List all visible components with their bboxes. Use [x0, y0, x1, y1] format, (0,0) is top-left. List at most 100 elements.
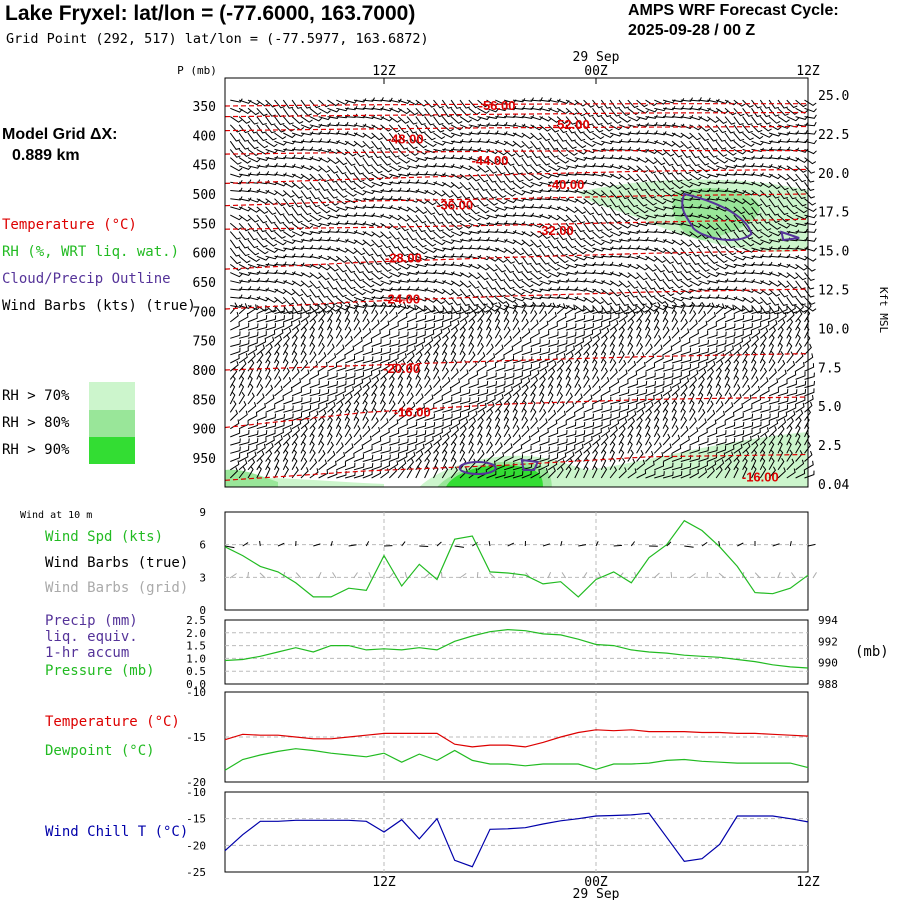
wind-barb — [362, 97, 375, 102]
cloud-outlines — [458, 192, 800, 475]
wind-barb — [671, 416, 678, 429]
wind-barb — [777, 342, 783, 356]
wind-barb — [371, 302, 384, 307]
wind-barb — [327, 228, 340, 233]
wind-barb — [751, 428, 761, 438]
wind-barb — [715, 247, 727, 257]
wind-barb — [389, 438, 400, 446]
wind-barb — [256, 351, 264, 364]
wind-barb — [556, 214, 569, 222]
wind-barb — [503, 433, 512, 446]
wind-barb — [724, 421, 736, 430]
wind-barb — [247, 359, 255, 372]
wind-barb — [265, 269, 278, 275]
wind-barb — [653, 173, 665, 183]
wind-barb — [618, 297, 629, 306]
wind-barb — [291, 231, 305, 237]
wind-barb — [574, 450, 583, 462]
wind-barb — [494, 344, 504, 356]
wind-barb — [371, 140, 382, 150]
wind-barb — [601, 280, 614, 286]
wind-barb — [318, 409, 327, 421]
wind-barb — [786, 458, 795, 471]
wind-barb-10m-grid — [259, 572, 266, 579]
wind-barb — [654, 121, 667, 127]
wind-barb — [477, 206, 490, 214]
wind-barb — [318, 389, 330, 397]
wind-barb — [548, 446, 559, 454]
wind-barb — [565, 392, 573, 405]
wind-barb — [282, 296, 295, 306]
wind-barb — [327, 130, 340, 135]
wind-barb — [353, 463, 365, 471]
wind-barb — [318, 157, 331, 163]
wind-barb — [609, 306, 621, 315]
date-label-bottom: 29 Sep — [573, 887, 620, 900]
wind-barb — [786, 214, 799, 221]
wind-barb — [397, 392, 405, 405]
model-grid-value: 0.889 km — [12, 147, 80, 164]
wind-barb — [256, 323, 268, 331]
wind-barb — [318, 173, 330, 183]
wind-barb — [327, 343, 335, 356]
wind-barb — [486, 305, 499, 312]
wind-barb — [380, 294, 393, 299]
isotherm-line — [224, 111, 809, 118]
wind-barb — [238, 359, 247, 372]
wind-barb — [256, 437, 267, 446]
wind-barb — [733, 450, 742, 462]
wind-barb — [530, 106, 543, 111]
wind-barb — [627, 107, 640, 116]
isotherm-line — [224, 288, 809, 310]
wind-barb — [768, 280, 782, 287]
wind-barb — [353, 98, 367, 103]
wind-barb — [344, 173, 356, 183]
wind-barb-10m-true — [365, 541, 370, 547]
wind-barb — [751, 342, 758, 356]
wind-barb — [495, 131, 508, 136]
wind-barb — [441, 327, 451, 339]
wind-barb — [291, 214, 303, 224]
wind-barb — [583, 247, 596, 253]
wind-barb — [495, 238, 508, 243]
wind-barb — [362, 454, 374, 462]
wind-barb — [716, 187, 729, 193]
wind-barb — [521, 408, 527, 421]
wind-barb — [733, 384, 741, 397]
wind-barb — [486, 206, 499, 213]
y-tick-label-right: 994 — [818, 614, 838, 627]
wind-barb — [627, 410, 637, 421]
wind-barb — [751, 376, 759, 388]
wind-barb — [601, 246, 614, 251]
wind-barb — [238, 165, 252, 170]
wind-barb — [238, 400, 247, 413]
wind-barb — [618, 312, 628, 323]
wind-barb — [689, 301, 696, 314]
wind-barb-10m-true — [507, 542, 515, 547]
wind-barb — [512, 425, 520, 438]
wind-barb — [671, 105, 685, 110]
wind-barb — [265, 330, 276, 339]
wind-barb — [539, 391, 545, 405]
wind-barb — [547, 157, 560, 165]
wind-barb — [327, 107, 340, 113]
precip-legend-line3: 1-hr accum — [45, 645, 130, 661]
wind-barb — [662, 288, 675, 297]
wind-barb — [759, 190, 772, 198]
wind-barb — [592, 457, 598, 471]
wind-barb — [592, 434, 601, 446]
wind-barb — [804, 190, 815, 199]
wind-barb — [539, 400, 545, 413]
wind-barb — [618, 107, 630, 116]
wind-barb — [309, 410, 319, 421]
wind-barb — [353, 408, 359, 421]
wind-barb-10m-grid — [368, 572, 372, 579]
wind-barb — [406, 99, 420, 106]
wind-barb — [318, 206, 331, 214]
wind-barb — [503, 247, 516, 255]
time-tick-label-bottom: 12Z — [372, 875, 396, 890]
wind-barb — [530, 376, 539, 388]
wind-barb — [565, 314, 576, 323]
wind-barb — [786, 280, 798, 289]
wind-barb — [318, 380, 330, 389]
